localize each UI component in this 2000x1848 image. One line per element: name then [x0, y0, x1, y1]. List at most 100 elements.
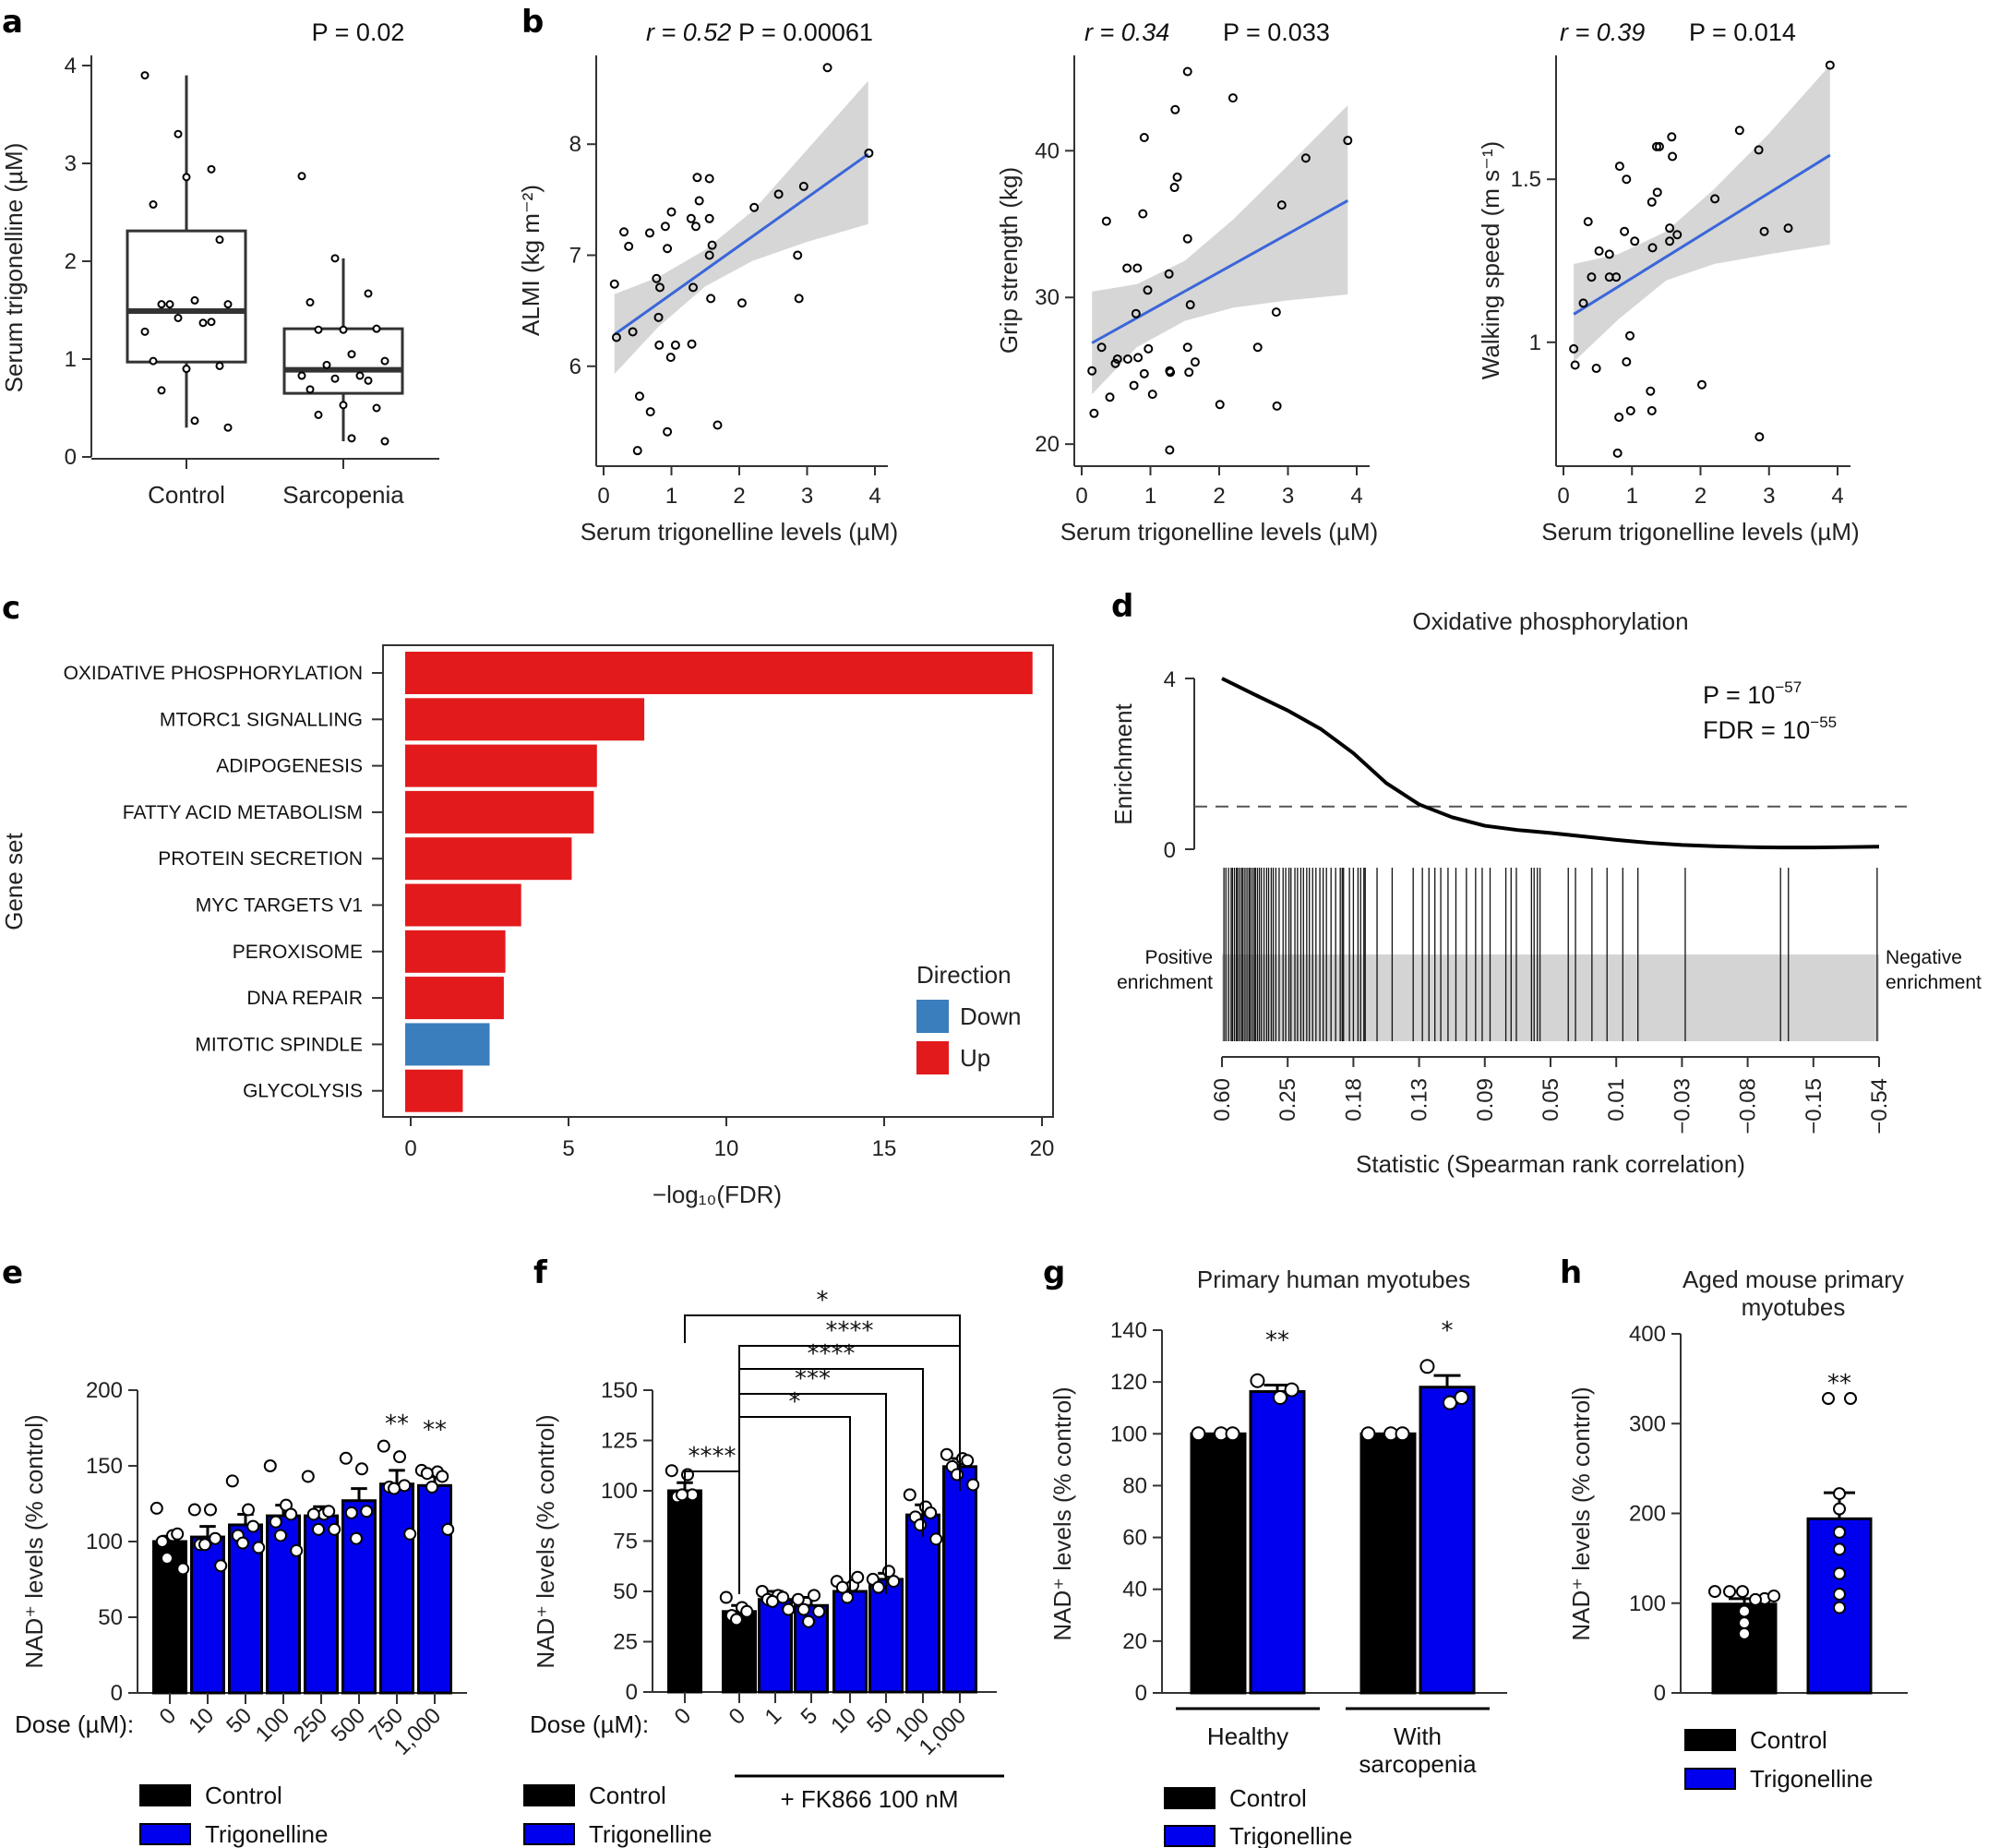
bar — [1419, 1386, 1476, 1695]
data-point — [274, 1529, 287, 1542]
data-point — [1139, 368, 1149, 378]
x-tick-label: 3 — [801, 484, 813, 509]
panel-h-title-line1: Aged mouse primary — [1683, 1266, 1904, 1293]
panel-b-walking-scatter: r = 0.39 P = 0.014 1 1.5 0 1 2 3 4 Serum trigonel… — [1477, 18, 1860, 546]
y-axis-label: NAD⁺ levels (% control) — [532, 1414, 559, 1668]
x-tick-label: 0 — [404, 1136, 416, 1161]
data-point — [632, 446, 642, 456]
data-point — [611, 332, 621, 342]
left-label-line2: enrichment — [1117, 972, 1213, 993]
bar — [1249, 1390, 1306, 1695]
panel-c-gene-set-bars: OXIDATIVE PHOSPHORYLATION MTORC1 SIGNALLI… — [0, 644, 1054, 1208]
data-point — [246, 1519, 260, 1533]
x-tick-label: −0.15 — [1802, 1078, 1826, 1134]
data-point — [966, 1478, 980, 1492]
fdr-annotation-base: FDR = 10 — [1703, 716, 1810, 744]
data-point — [322, 360, 331, 369]
panel-g-title: Primary human myotubes — [1197, 1266, 1470, 1293]
treatment-label: + FK866 100 nM — [781, 1785, 959, 1813]
data-point — [1652, 187, 1662, 198]
data-point — [1147, 390, 1157, 400]
data-point — [339, 401, 348, 410]
bar-mitotic-spindle — [405, 1023, 490, 1066]
x-tick-label: 5 — [562, 1136, 574, 1161]
x-tick-label: 0.13 — [1407, 1078, 1432, 1122]
panel-f-y-tick-label: 100 — [601, 1479, 638, 1504]
data-point — [644, 228, 654, 238]
data-point — [1734, 126, 1744, 136]
panel-b-grip-scatter: r = 0.34 P = 0.033 20 30 40 0 1 2 3 4 Serum trigon… — [995, 18, 1378, 546]
panel-b-y-tick-label: 20 — [1035, 432, 1060, 457]
gene-set-label: MTORC1 SIGNALLING — [160, 709, 363, 730]
data-point — [305, 298, 315, 307]
data-point — [1665, 223, 1675, 234]
gene-set-label: GLYCOLYSIS — [243, 1081, 363, 1102]
panel-h-y-tick-label: 200 — [1629, 1502, 1666, 1527]
data-point — [207, 318, 216, 327]
data-point — [1759, 226, 1769, 236]
legend-label: Trigonelline — [205, 1820, 328, 1848]
panel-a-y-tick-label: 4 — [65, 54, 77, 78]
data-point — [403, 1527, 417, 1541]
data-point — [841, 1590, 854, 1604]
panel-g-y-tick-label: 120 — [1110, 1370, 1147, 1395]
bar-dna-repair — [405, 977, 504, 1020]
x-tick-label: 1 — [665, 484, 677, 509]
data-point — [1754, 432, 1765, 442]
y-tick-label: 0 — [1164, 838, 1176, 863]
data-point — [619, 227, 629, 237]
legend-swatch — [139, 1823, 191, 1845]
data-point — [1668, 151, 1678, 162]
data-point — [1172, 172, 1182, 182]
data-point — [149, 356, 158, 366]
data-point — [665, 1464, 678, 1478]
data-point — [812, 1604, 826, 1618]
panel-b-y-tick-label: 6 — [569, 354, 581, 379]
panel-d-title: Oxidative phosphorylation — [1412, 607, 1688, 635]
data-point — [1360, 1426, 1376, 1442]
x-tick-label: 0 — [597, 484, 609, 509]
x-tick-label: −0.54 — [1867, 1078, 1892, 1134]
data-point — [322, 1505, 336, 1518]
data-point — [314, 325, 323, 334]
data-point — [1708, 1585, 1721, 1599]
dose-label: 5 — [796, 1703, 823, 1730]
data-point — [1736, 1585, 1749, 1599]
x-tick-label: 0.05 — [1539, 1078, 1563, 1122]
data-point — [686, 213, 696, 223]
data-point — [380, 356, 389, 366]
data-point — [1696, 379, 1707, 390]
data-point — [961, 1454, 975, 1468]
p-value: P = 0.014 — [1689, 18, 1796, 46]
data-point — [1101, 216, 1111, 226]
dose-label: 10 — [826, 1703, 861, 1738]
plot-frame — [382, 644, 1054, 1118]
data-point — [1190, 357, 1200, 367]
data-point — [665, 353, 676, 363]
x-axis-label: −log₁₀(FDR) — [653, 1181, 782, 1208]
gene-set-label: MYC TARGETS V1 — [196, 895, 363, 917]
data-point — [670, 340, 680, 350]
data-point — [1138, 209, 1148, 219]
bar-myc-targets-v1 — [405, 883, 521, 927]
data-point — [903, 1488, 916, 1502]
data-point — [364, 376, 373, 385]
data-point — [1271, 307, 1281, 318]
data-point — [198, 1538, 211, 1552]
data-point — [692, 173, 702, 183]
data-point — [339, 325, 348, 334]
fdr-annotation: FDR = 10−55 — [1703, 714, 1837, 744]
y-axis-label: Enrichment — [1109, 702, 1137, 824]
bar — [868, 1578, 904, 1694]
data-point — [171, 1527, 185, 1541]
data-point — [690, 222, 701, 232]
data-point — [1612, 448, 1623, 458]
data-point — [1783, 223, 1793, 234]
panel-g-y-tick-label: 0 — [1135, 1681, 1147, 1706]
panel-g-y-tick-label: 20 — [1122, 1629, 1147, 1654]
data-point — [149, 200, 158, 210]
data-point — [914, 1518, 927, 1532]
data-point — [628, 327, 638, 337]
panel-b-y-tick-label: 30 — [1035, 285, 1060, 310]
